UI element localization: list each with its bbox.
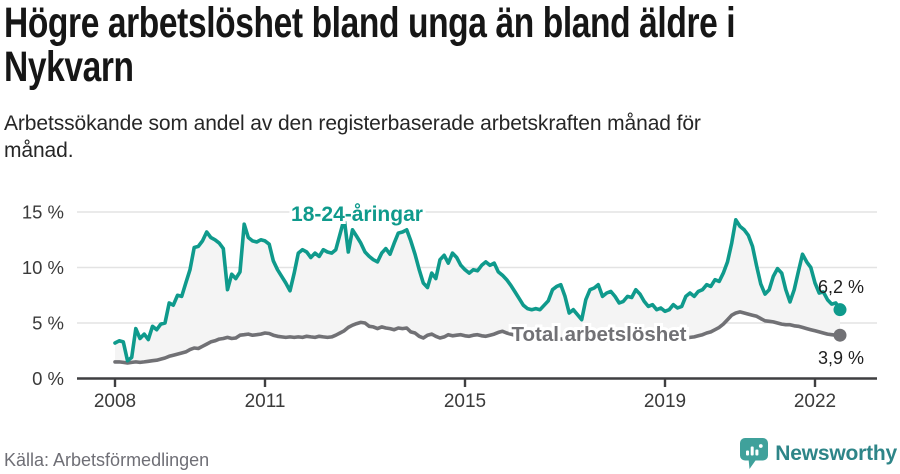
y-tick-label-10: 10 % bbox=[22, 257, 64, 278]
series-line-total bbox=[113, 310, 842, 365]
x-tick-label-2015: 2015 bbox=[444, 391, 486, 412]
x-tick-label-2011: 2011 bbox=[245, 391, 286, 412]
band-between-series bbox=[115, 218, 840, 363]
page-title: Högre arbetslöshet bland unga än bland ä… bbox=[4, 1, 900, 89]
title-line-1: Högre arbetslöshet bland unga än bland ä… bbox=[4, 0, 736, 47]
series-line-young bbox=[113, 216, 842, 363]
chart-subtitle: Arbetssökande som andel av den registerb… bbox=[4, 110, 701, 164]
end-value-label-young: 6,2 % bbox=[818, 277, 864, 297]
series-label-young: 18-24-åringar bbox=[291, 203, 423, 226]
end-value-label-total: 3,9 % bbox=[818, 348, 864, 368]
x-tick-label-2019: 2019 bbox=[644, 391, 686, 412]
brand-name: Newsworthy bbox=[775, 441, 897, 465]
newsworthy-icon bbox=[740, 438, 769, 469]
source-note: Källa: Arbetsförmedlingen bbox=[4, 450, 210, 470]
subtitle-line-1: Arbetssökande som andel av den registerb… bbox=[4, 112, 701, 135]
x-tick-label-2022: 2022 bbox=[794, 391, 836, 412]
subtitle-line-2: månad. bbox=[4, 139, 74, 162]
y-tick-label-5: 5 % bbox=[32, 313, 64, 334]
y-tick-label-15: 15 % bbox=[22, 202, 64, 223]
y-tick-label-0: 0 % bbox=[32, 368, 64, 389]
title-line-2: Nykvarn bbox=[4, 43, 134, 91]
brand-logo: Newsworthy bbox=[739, 437, 897, 470]
series-label-total: Total arbetslöshet bbox=[511, 323, 686, 346]
end-dot-total bbox=[833, 328, 847, 342]
end-dot-young bbox=[833, 303, 847, 317]
x-tick-label-2008: 2008 bbox=[94, 391, 136, 412]
